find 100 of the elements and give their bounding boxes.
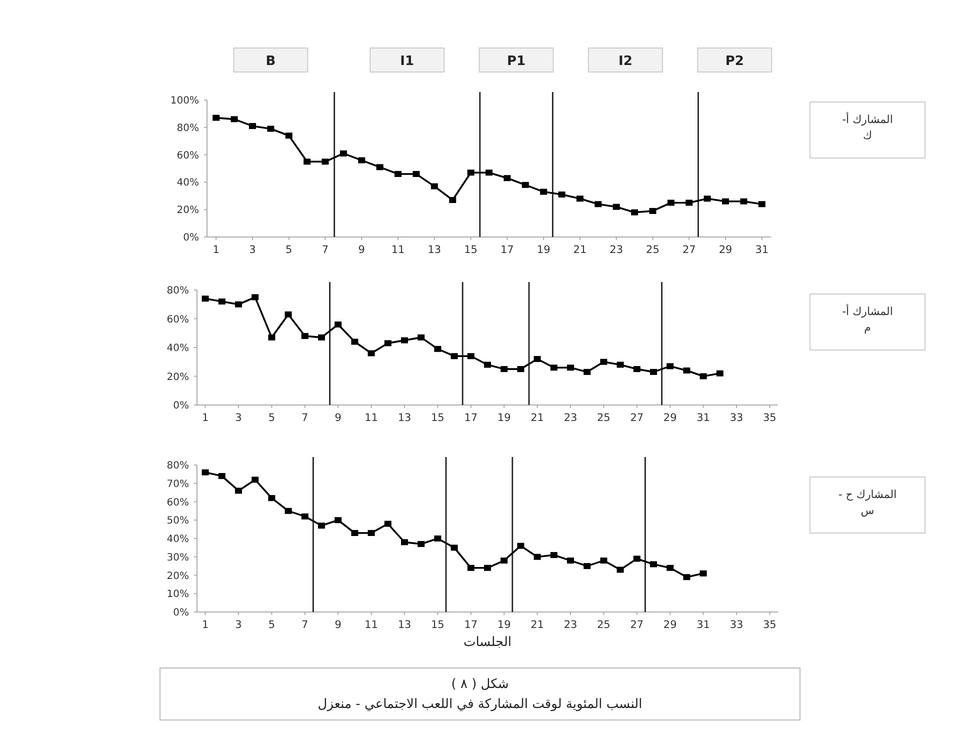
point [267, 126, 274, 132]
x-tick-label: 15 [464, 244, 478, 256]
x-tick-label: 21 [530, 619, 544, 631]
x-axis-title: الجلسات [463, 635, 512, 650]
point [667, 200, 674, 206]
y-tick-label: 100% [170, 96, 199, 106]
point [650, 368, 657, 375]
x-tick-label: 25 [646, 244, 660, 256]
text: P2 [725, 54, 744, 69]
x-tick-label: 9 [334, 412, 342, 424]
point [235, 488, 242, 494]
point [704, 196, 711, 202]
y-tick-label: 0% [173, 400, 189, 412]
y-tick-label: 60% [176, 150, 199, 162]
point [318, 522, 325, 529]
x-tick-label: 17 [464, 619, 478, 631]
point [716, 370, 724, 376]
point [600, 558, 608, 564]
x-tick-label: 33 [730, 619, 744, 631]
point [430, 183, 438, 190]
point [368, 530, 375, 536]
point [252, 294, 259, 300]
point [230, 116, 238, 122]
point [500, 366, 508, 372]
point [534, 356, 541, 362]
x-tick-label: 5 [286, 244, 292, 256]
y-tick-label: 60% [166, 314, 189, 326]
x-tick-label: 1 [212, 244, 220, 256]
point [418, 541, 425, 548]
point [666, 363, 674, 370]
x-tick-label: 1 [202, 619, 209, 631]
point [248, 123, 256, 130]
x-tick-label: 21 [530, 412, 544, 424]
point [666, 564, 674, 571]
point [567, 558, 574, 564]
point [522, 182, 529, 188]
point [218, 298, 226, 304]
point [550, 552, 558, 558]
point [584, 563, 591, 570]
point [252, 476, 259, 483]
x-tick-label: 27 [630, 619, 644, 631]
x-tick-label: 23 [610, 244, 624, 256]
point [202, 469, 209, 476]
point [504, 175, 511, 182]
point [722, 198, 730, 204]
point [322, 158, 329, 165]
x-tick-label: 3 [235, 412, 242, 424]
x-tick-label: 19 [497, 619, 511, 631]
point [285, 132, 292, 139]
x-tick-label: 11 [364, 619, 378, 631]
x-tick-label: 31 [755, 244, 769, 256]
x-tick-label: 35 [763, 412, 776, 424]
x-tick-label: 29 [718, 244, 732, 256]
x-tick-label: 25 [597, 412, 610, 424]
y-tick-label: 40% [166, 534, 189, 545]
point [534, 554, 541, 560]
x-tick-label: 35 [763, 619, 776, 631]
point [700, 570, 707, 576]
x-tick-label: 15 [431, 619, 444, 631]
y-axis-title: المشارك ح - س [838, 487, 898, 519]
x-tick-label: 29 [663, 412, 677, 424]
point [633, 366, 640, 372]
x-tick-label: 7 [322, 244, 329, 256]
x-tick-label: 11 [364, 412, 378, 424]
point [235, 301, 242, 308]
point [686, 200, 693, 206]
point [384, 340, 392, 346]
point [612, 204, 620, 210]
point [384, 520, 392, 527]
x-tick-label: 13 [398, 412, 412, 424]
point [594, 201, 602, 208]
x-tick-label: 31 [696, 619, 710, 631]
point [434, 346, 442, 352]
x-tick-label: 3 [235, 619, 242, 631]
x-tick-label: 11 [391, 244, 405, 256]
point [394, 170, 402, 177]
x-tick-label: 13 [398, 619, 412, 631]
point [683, 574, 690, 580]
y-tick-label: 20% [166, 570, 189, 582]
point [284, 311, 292, 318]
point [467, 170, 474, 176]
point [318, 334, 325, 340]
x-tick-label: 5 [268, 412, 276, 424]
y-tick-label: 20% [176, 205, 199, 216]
point [467, 353, 474, 360]
text: I1 [400, 54, 414, 69]
point [631, 209, 638, 216]
y-tick-label: 40% [166, 343, 189, 354]
point [340, 150, 347, 156]
point [758, 201, 766, 208]
point [284, 508, 292, 514]
point [600, 358, 608, 365]
point [500, 558, 508, 564]
x-tick-label: 27 [682, 244, 696, 256]
x-tick-label: 17 [464, 412, 478, 424]
x-tick-label: 31 [696, 412, 710, 424]
y-tick-label: 80% [166, 460, 189, 472]
x-tick-label: 19 [497, 412, 511, 424]
point [740, 198, 748, 204]
point [540, 188, 548, 195]
